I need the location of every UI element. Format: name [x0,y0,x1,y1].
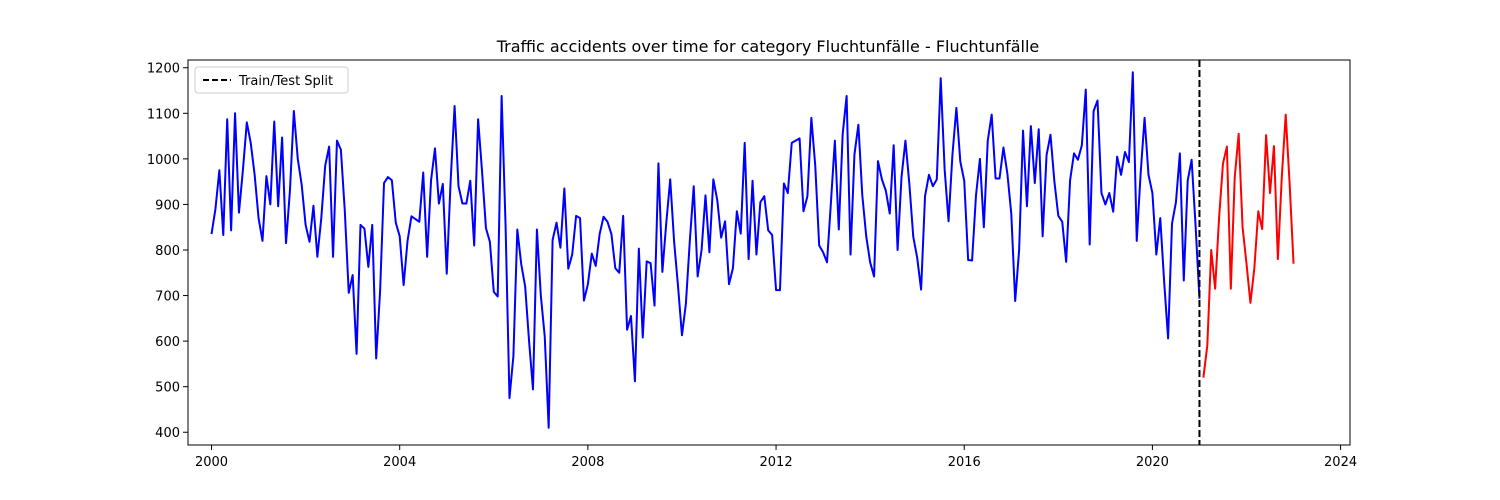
x-tick-label: 2008 [571,455,604,470]
y-tick-label: 1100 [147,107,180,122]
y-tick-label: 400 [155,426,180,441]
x-tick-label: 2016 [948,455,981,470]
plot-frame [187,59,1351,446]
x-axis: 2000 2004 2008 2012 2016 2020 2024 [195,445,1357,470]
series-line-test [1202,113,1295,378]
x-tick-label: 2024 [1324,455,1357,470]
series-line-train [210,71,1201,429]
plot-area [187,59,1351,446]
y-tick-label: 1000 [147,153,180,168]
x-tick-label: 2012 [760,455,793,470]
legend: Train/Test Split [194,66,349,94]
y-tick-label: 900 [155,198,180,213]
y-tick-label: 800 [155,244,180,259]
x-tick-label: 2004 [383,455,416,470]
x-tick-label: 2020 [1136,455,1169,470]
legend-label-split: Train/Test Split [238,74,333,89]
y-tick-label: 600 [155,335,180,350]
y-tick-label: 500 [155,381,180,396]
y-tick-label: 1200 [147,62,180,77]
y-axis: 400 500 600 700 800 900 1000 1100 1200 [147,62,188,441]
legend-box [194,66,349,94]
y-tick-label: 700 [155,290,180,305]
x-tick-label: 2000 [195,455,228,470]
chart-title: Traffic accidents over time for category… [496,37,1040,56]
